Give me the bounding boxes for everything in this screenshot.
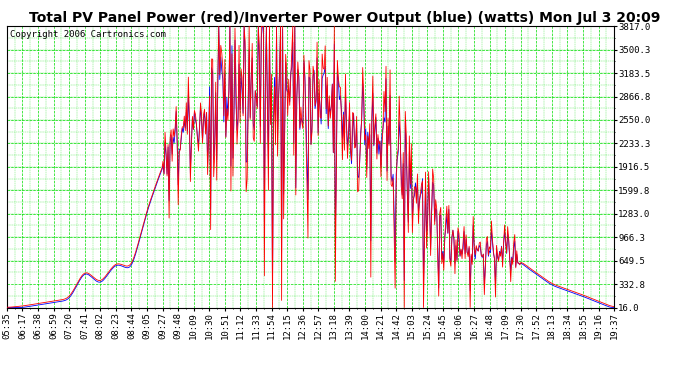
Text: Total PV Panel Power (red)/Inverter Power Output (blue) (watts) Mon Jul 3 20:09: Total PV Panel Power (red)/Inverter Powe… bbox=[29, 11, 661, 25]
Text: Copyright 2006 Cartronics.com: Copyright 2006 Cartronics.com bbox=[10, 30, 166, 39]
